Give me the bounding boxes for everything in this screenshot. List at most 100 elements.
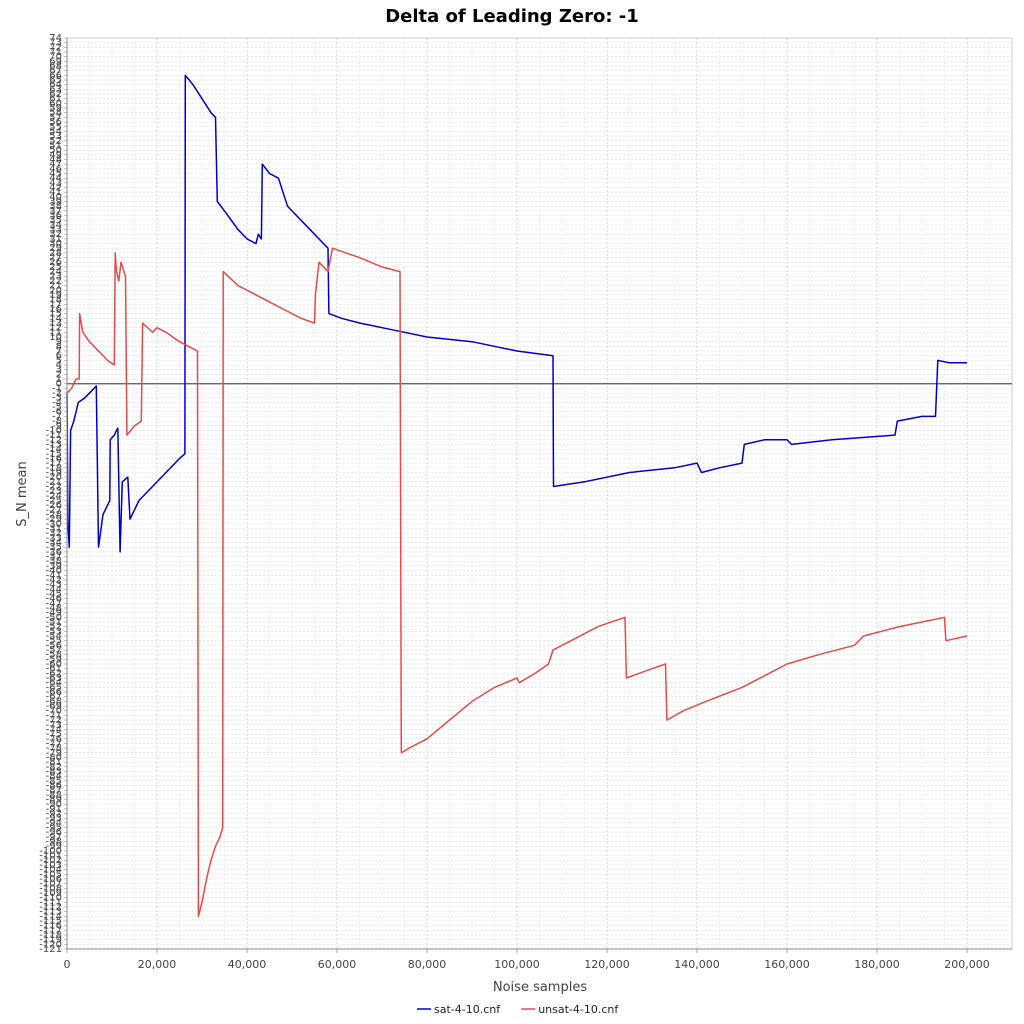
x-tick-label: 140,000 — [674, 958, 720, 971]
y-tick-label: -34 — [46, 538, 62, 549]
y-tick-label: 7 — [56, 346, 62, 357]
y-tick-label: -83 — [46, 766, 62, 777]
y-tick-label: -73 — [46, 720, 62, 731]
y-tick-label: -109 — [39, 888, 62, 899]
y-tick-label: -39 — [46, 561, 62, 572]
y-tick-label: 55 — [49, 122, 62, 133]
y-tick-label: -18 — [46, 463, 62, 474]
y-tick-label: 70 — [49, 52, 62, 63]
y-tick-label: -42 — [46, 575, 62, 586]
y-tick-label: -30 — [46, 519, 62, 530]
y-tick-label: -112 — [39, 902, 62, 913]
y-tick-label: 1 — [56, 374, 62, 385]
y-tick-label: 72 — [49, 42, 62, 53]
y-tick-label: -1 — [52, 383, 62, 394]
y-tick-label: -63 — [46, 673, 62, 684]
y-tick-label: -80 — [46, 752, 62, 763]
y-tick-label: -61 — [46, 664, 62, 675]
y-tick-label: 29 — [49, 243, 62, 254]
y-tick-label: 73 — [49, 38, 62, 49]
y-tick-label: 53 — [49, 131, 62, 142]
series-layer — [66, 74, 968, 918]
y-tick-label: -14 — [46, 444, 62, 455]
y-tick-label: -10 — [46, 425, 62, 436]
series-line-2 — [66, 247, 968, 918]
y-tick-label: -55 — [46, 636, 62, 647]
x-tick-label: 0 — [64, 958, 71, 971]
y-tick-label: -32 — [46, 528, 62, 539]
y-tick-label: -116 — [39, 921, 62, 932]
y-tick-label: -51 — [46, 617, 62, 628]
y-tick-label: -52 — [46, 622, 62, 633]
y-tick-label: 46 — [49, 164, 62, 175]
y-tick-label: -7 — [52, 411, 62, 422]
y-tick-label: -35 — [46, 542, 62, 553]
y-tick-label: -26 — [46, 500, 62, 511]
y-tick-label: 63 — [49, 84, 62, 95]
y-tick-label: -79 — [46, 748, 62, 759]
y-tick-label: 30 — [49, 239, 62, 250]
y-tick-label: -120 — [39, 939, 62, 950]
y-tick-label: -28 — [46, 510, 62, 521]
y-tick-label: 52 — [49, 136, 62, 147]
plot-area — [66, 37, 1013, 950]
y-tick-label: -11 — [46, 430, 62, 441]
y-tick-label: -95 — [46, 823, 62, 834]
y-tick-label: 69 — [49, 56, 62, 67]
y-tick-label: 25 — [49, 262, 62, 273]
y-tick-label: 8 — [56, 341, 62, 352]
y-tick-label: -96 — [46, 827, 62, 838]
y-tick-label: -15 — [46, 449, 62, 460]
y-tick-label: 33 — [49, 225, 62, 236]
x-axis: 0 20,000 40,000 60,000 80,000 100,000 120,000 1… — [64, 948, 1012, 971]
y-tick-label: 4 — [56, 360, 62, 371]
y-tick-label: 54 — [49, 126, 62, 137]
y-tick-label: -111 — [39, 897, 62, 908]
y-tick-label: -24 — [46, 491, 62, 502]
y-tick-label: -90 — [46, 799, 62, 810]
y-tick-label: -36 — [46, 547, 62, 558]
y-tick-label: 47 — [49, 159, 62, 170]
y-tick-label: -31 — [46, 524, 62, 535]
y-tick-label: 21 — [49, 281, 62, 292]
y-tick-label: 2 — [56, 369, 62, 380]
y-tick-label: 9 — [56, 337, 62, 348]
y-tick-label: -12 — [46, 435, 62, 446]
y-tick-label: -45 — [46, 589, 62, 600]
y-tick-label: -54 — [46, 631, 62, 642]
y-tick-label: -114 — [39, 911, 62, 922]
y-tick-label: 41 — [49, 187, 62, 198]
y-tick-label: -65 — [46, 682, 62, 693]
x-tick-label: 200,000 — [944, 958, 990, 971]
y-tick-label: -29 — [46, 514, 62, 525]
y-tick-label: -81 — [46, 757, 62, 768]
y-tick-label: -47 — [46, 598, 62, 609]
y-axis: -121-120-119-118-117-116-115-114-113-112… — [39, 33, 68, 955]
y-tick-label: 39 — [49, 197, 62, 208]
y-tick-label: 74 — [49, 33, 62, 44]
y-tick-label: -107 — [39, 879, 62, 890]
y-tick-label: -60 — [46, 659, 62, 670]
y-tick-label: -108 — [39, 883, 62, 894]
x-tick-label: 120,000 — [584, 958, 630, 971]
y-tick-label: -89 — [46, 795, 62, 806]
y-tick-label: -72 — [46, 715, 62, 726]
y-tick-label: 27 — [49, 253, 62, 264]
y-tick-label: -71 — [46, 710, 62, 721]
x-tick-label: 60,000 — [318, 958, 357, 971]
y-tick-label: -76 — [46, 734, 62, 745]
y-tick-label: 64 — [49, 80, 62, 91]
y-tick-label: -69 — [46, 701, 62, 712]
y-tick-label: 12 — [49, 323, 62, 334]
y-tick-label: 43 — [49, 178, 62, 189]
y-tick-label: 61 — [49, 94, 62, 105]
y-tick-label: -22 — [46, 481, 62, 492]
y-tick-label: 44 — [49, 173, 62, 184]
y-tick-label: -119 — [39, 935, 62, 946]
y-tick-label: 38 — [49, 201, 62, 212]
y-tick-label: -56 — [46, 640, 62, 651]
y-axis-label: S_N mean — [15, 461, 30, 526]
y-tick-label: 28 — [49, 248, 62, 259]
y-tick-label: -2 — [52, 388, 62, 399]
y-tick-label: -101 — [39, 851, 62, 862]
